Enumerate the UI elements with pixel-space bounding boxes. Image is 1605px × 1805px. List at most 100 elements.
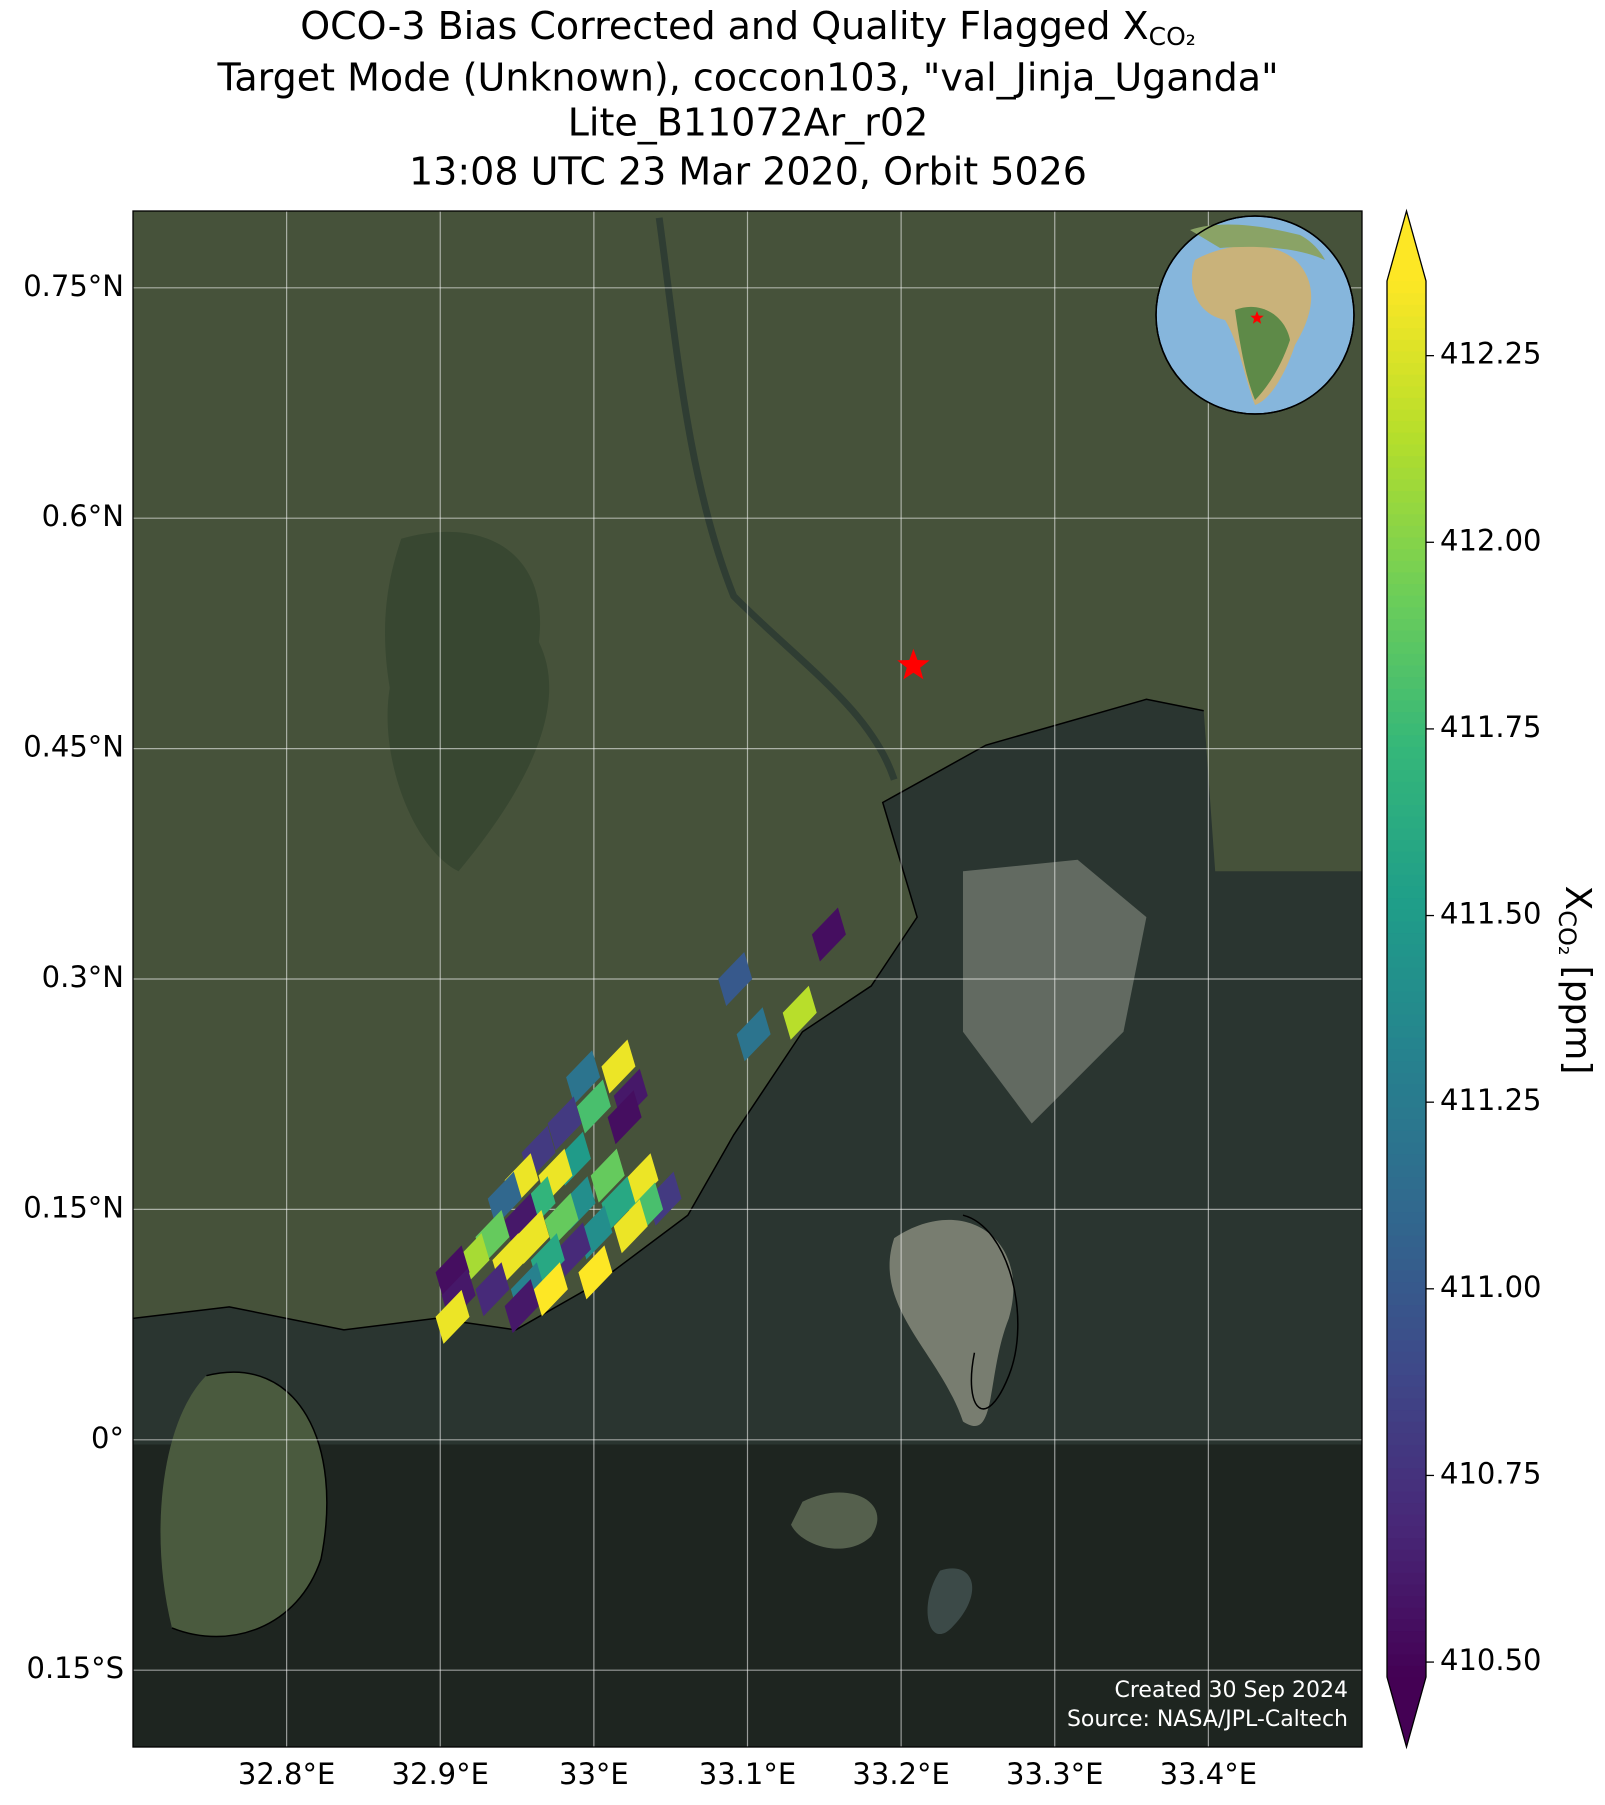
x-tick-label: 33°E	[559, 1757, 629, 1791]
colorbar-segment	[1387, 397, 1426, 410]
colorbar-segment	[1387, 1339, 1426, 1352]
colorbar: 410.50 410.75 411.00 411.25 411.50 411.75 412.…	[1386, 208, 1541, 1750]
colorbar-segment	[1387, 757, 1426, 771]
credit: Source: NASA/JPL-Caltech	[1067, 1707, 1348, 1732]
y-tick-label: 0.6°N	[42, 499, 124, 533]
colorbar-segment	[1387, 467, 1426, 480]
colorbar-segment	[1387, 1304, 1426, 1317]
sounding	[811, 907, 846, 962]
colorbar-segment	[1387, 769, 1426, 782]
colorbar-segment	[1387, 1200, 1426, 1213]
colorbar-label: XCO₂ [ppm]	[1553, 886, 1598, 1075]
colorbar-segment	[1387, 1269, 1426, 1283]
colorbar-segment	[1387, 583, 1426, 596]
colorbar-segment	[1387, 443, 1426, 457]
sounding	[578, 1245, 613, 1300]
chart-subtitle: Lite_B11072Ar_r02	[568, 101, 929, 145]
colorbar-segment	[1387, 967, 1426, 980]
sounding	[435, 1289, 470, 1344]
colorbar-segment	[1387, 897, 1426, 910]
colorbar-segment	[1387, 490, 1426, 503]
colorbar-segment	[1387, 606, 1426, 619]
colorbar-segment	[1387, 676, 1426, 689]
colorbar-segment	[1387, 478, 1426, 491]
colorbar-segment	[1387, 1165, 1426, 1178]
y-tick-label: 0.15°S	[27, 1651, 124, 1685]
colorbar-segment	[1387, 1106, 1426, 1120]
colorbar-extend-min	[1387, 1677, 1426, 1747]
sounding	[544, 1193, 579, 1248]
colorbar-segment	[1387, 560, 1426, 573]
colorbar-segment	[1387, 1583, 1426, 1597]
colorbar-segment	[1387, 1665, 1426, 1678]
x-tick-label: 33.4°E	[1160, 1757, 1257, 1791]
colorbar-segment	[1387, 408, 1426, 422]
colorbar-tick-label: 410.50	[1440, 1643, 1541, 1677]
colorbar-segment	[1387, 1421, 1426, 1434]
title-line: OCO-3 Bias Corrected and Quality Flagged…	[300, 4, 1148, 48]
chart-subtitle: 13:08 UTC 23 Mar 2020, Orbit 5026	[409, 150, 1087, 194]
chart-subtitle: Target Mode (Unknown), coccon103, "val_J…	[216, 56, 1278, 100]
colorbar-segment	[1387, 292, 1426, 305]
colorbar-segment	[1387, 1595, 1426, 1608]
colorbar-segment	[1387, 432, 1426, 445]
x-tick-label: 33.3°E	[1006, 1757, 1103, 1791]
colorbar-segment	[1387, 1223, 1426, 1236]
colorbar-segment	[1387, 1141, 1426, 1155]
colorbar-segment	[1387, 420, 1426, 433]
colorbar-segment	[1387, 1351, 1426, 1364]
colorbar-segment	[1387, 1374, 1426, 1387]
colorbar-segment	[1387, 362, 1426, 375]
y-tick-label: 0.75°N	[23, 269, 124, 303]
colorbar-segment	[1387, 839, 1426, 852]
sounding	[556, 1222, 591, 1277]
x-tick-label: 32.9°E	[392, 1757, 489, 1791]
colorbar-segment	[1387, 513, 1426, 526]
colorbar-segment	[1387, 618, 1426, 631]
colorbar-segment	[1387, 1048, 1426, 1062]
colorbar-segment	[1387, 1176, 1426, 1189]
colorbar-segment	[1387, 955, 1426, 968]
sounding	[624, 1153, 659, 1208]
colorbar-segment	[1387, 885, 1426, 899]
colorbar-segment	[1387, 1397, 1426, 1411]
colorbar-segment	[1387, 746, 1426, 759]
colorbar-segment	[1387, 1025, 1426, 1038]
x-tick-label: 33.2°E	[852, 1757, 949, 1791]
colorbar-segment	[1387, 630, 1426, 643]
colorbar-segment	[1387, 851, 1426, 864]
colorbar-segment	[1387, 1083, 1426, 1096]
colorbar-segment	[1387, 536, 1426, 550]
colorbar-segment	[1387, 595, 1426, 608]
colorbar-segment	[1387, 1525, 1426, 1538]
colorbar-tick-label: 411.25	[1440, 1083, 1541, 1117]
sounding	[613, 1199, 648, 1254]
sounding	[782, 985, 817, 1040]
colorbar-segment	[1387, 1072, 1426, 1085]
colorbar-segment	[1387, 874, 1426, 887]
x-tick-label: 33.1°E	[699, 1757, 796, 1791]
colorbar-segment	[1387, 711, 1426, 724]
colorbar-segment	[1387, 525, 1426, 538]
colorbar-segment	[1387, 932, 1426, 945]
colorbar-segment	[1387, 327, 1426, 340]
soundings	[435, 648, 930, 1344]
colorbar-segment	[1387, 1095, 1426, 1108]
colorbar-segment	[1387, 816, 1426, 829]
colorbar-label-sub: CO₂	[1553, 910, 1581, 955]
colorbar-segment	[1387, 455, 1426, 468]
sounding	[487, 1171, 522, 1226]
colorbar-outline	[1386, 208, 1427, 1750]
colorbar-segment	[1387, 1118, 1426, 1131]
sounding	[566, 1050, 601, 1105]
colorbar-segment	[1387, 653, 1426, 666]
colorbar-segment	[1387, 281, 1426, 294]
colorbar-segment	[1387, 1502, 1426, 1515]
title-subscript: CO₂	[1149, 22, 1196, 51]
colorbar-segment	[1387, 1630, 1426, 1643]
site-marker	[897, 648, 930, 680]
colorbar-label-base: X	[1557, 886, 1598, 911]
colorbar-segment	[1387, 920, 1426, 934]
colorbar-segment	[1387, 1258, 1426, 1271]
colorbar-segment	[1387, 1386, 1426, 1399]
